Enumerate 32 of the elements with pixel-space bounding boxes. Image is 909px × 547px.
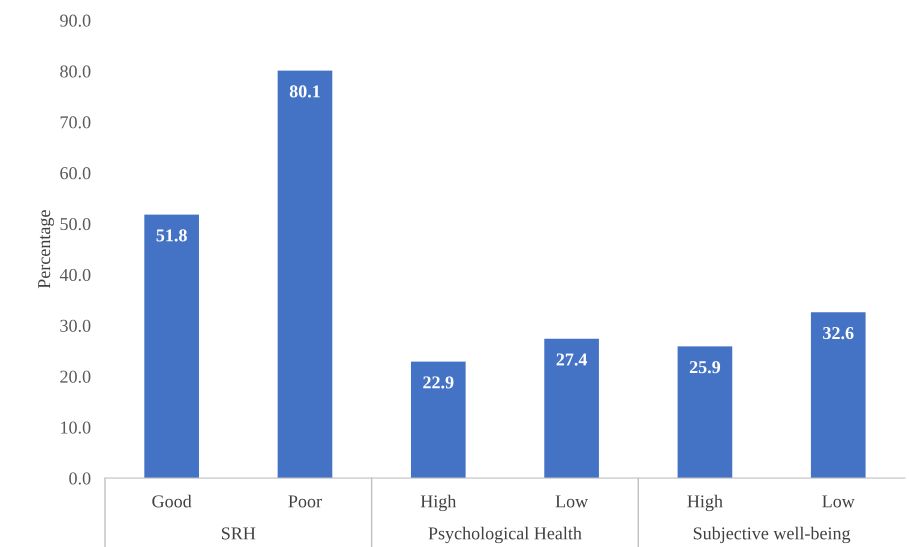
- bar: [678, 346, 732, 478]
- data-label: 22.9: [423, 376, 454, 389]
- data-label: 80.1: [290, 85, 320, 98]
- text: Psychological Health: [428, 526, 582, 544]
- x-tick-label: Low: [822, 495, 855, 508]
- bar: [278, 70, 332, 478]
- y-tick-label: 70.0: [60, 116, 90, 128]
- y-tick-label: 90.0: [60, 14, 90, 27]
- x-tick-label: Poor: [288, 495, 322, 508]
- data-label: 27.4: [556, 353, 588, 366]
- bar: [544, 338, 599, 478]
- data-label: 32.6: [823, 326, 854, 340]
- y-tick-label: 10.0: [61, 421, 90, 434]
- y-axis-title: Percentage: [38, 210, 54, 288]
- x-tick-label: High: [687, 494, 723, 512]
- text: Subjective well-being: [694, 526, 850, 544]
- data-label: 51.8: [156, 229, 187, 242]
- bar: [144, 214, 199, 478]
- y-tick-label: 60.0: [60, 167, 90, 180]
- y-tick-label: 40.0: [60, 268, 90, 282]
- text: SRH: [222, 527, 256, 540]
- bar: [410, 362, 466, 478]
- x-tick-label: High: [420, 494, 456, 512]
- bar: [810, 312, 866, 478]
- x-tick-label: Good: [152, 494, 192, 508]
- x-tick-label: Low: [556, 495, 588, 508]
- y-tick-label: 0.0: [69, 472, 90, 485]
- y-tick-label: 30.0: [60, 320, 90, 332]
- y-tick-label: 80.0: [60, 65, 90, 78]
- y-tick-label: 50.0: [60, 218, 90, 230]
- y-tick-label: 20.0: [60, 370, 90, 383]
- data-label: 25.9: [690, 361, 720, 374]
